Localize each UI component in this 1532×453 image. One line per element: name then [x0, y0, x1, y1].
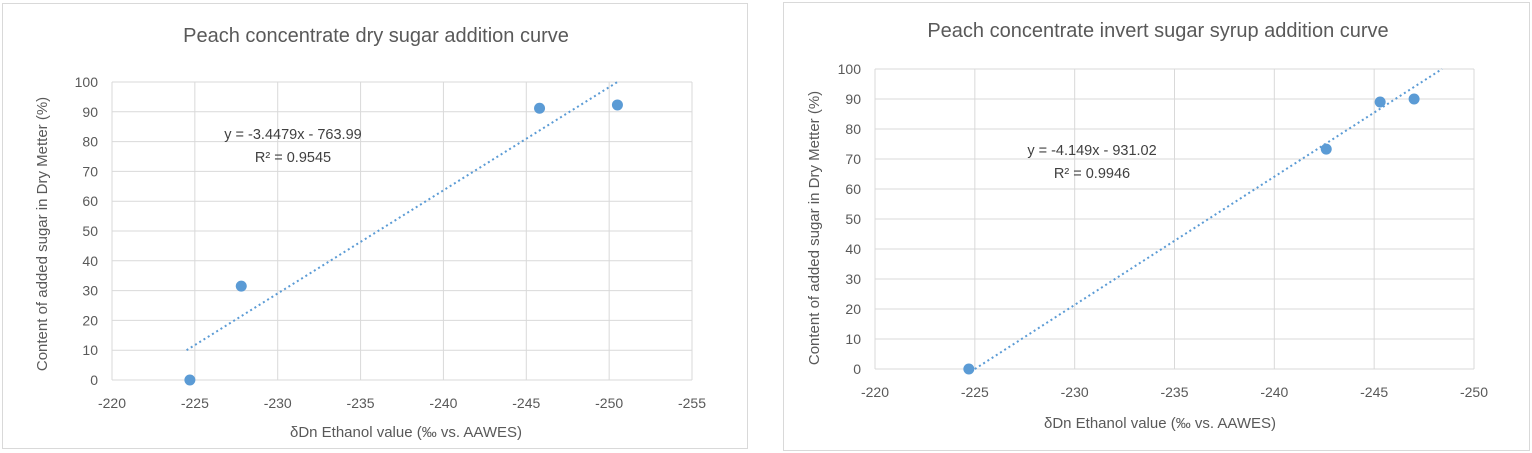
x-tick-label: -250 — [1460, 384, 1488, 400]
x-tick-label: -220 — [861, 384, 889, 400]
x-tick-label: -250 — [595, 395, 623, 411]
y-tick-label: 20 — [845, 301, 861, 317]
y-tick-label: 70 — [82, 163, 98, 179]
data-point — [1408, 93, 1420, 105]
x-tick-labels: -220 -225 -230 -235 -240 -245 -250 -255 — [98, 395, 706, 411]
y-tick-label: 20 — [82, 312, 98, 328]
gridlines — [874, 68, 1475, 370]
y-axis-label: Content of added sugar in Dry Metter (%) — [806, 91, 823, 365]
chart-panel-invert-syrup: Peach concentrate invert sugar syrup add… — [783, 2, 1530, 451]
trendline-equation: y = -4.149x - 931.02 — [1027, 143, 1156, 159]
chart-invert-syrup: Peach concentrate invert sugar syrup add… — [806, 20, 1488, 432]
chart-title: Peach concentrate dry sugar addition cur… — [183, 25, 569, 47]
data-point — [611, 99, 623, 111]
x-tick-label: -230 — [1061, 384, 1089, 400]
data-point — [1320, 143, 1332, 155]
y-tick-label: 0 — [90, 372, 98, 388]
x-axis-label: δDn Ethanol value (‰ vs. AAWES) — [290, 424, 522, 441]
chart-dry-sugar: Peach concentrate dry sugar addition cur… — [34, 25, 706, 441]
gridlines — [111, 81, 693, 381]
y-tick-label: 10 — [845, 331, 861, 347]
x-tick-label: -245 — [1360, 384, 1388, 400]
x-tick-label: -225 — [181, 395, 209, 411]
x-tick-label: -245 — [512, 395, 540, 411]
y-tick-label: 50 — [82, 223, 98, 239]
y-tick-label: 80 — [82, 134, 98, 150]
y-tick-label: 30 — [82, 283, 98, 299]
data-points — [963, 93, 1420, 375]
y-tick-label: 90 — [845, 91, 861, 107]
data-points — [184, 99, 623, 386]
y-tick-label: 30 — [845, 271, 861, 287]
x-tick-label: -255 — [678, 395, 706, 411]
x-tick-labels: -220 -225 -230 -235 -240 -245 -250 — [861, 384, 1488, 400]
trendline-equation: y = -3.4479x - 763.99 — [224, 127, 361, 143]
y-axis-label: Content of added sugar in Dry Metter (%) — [34, 97, 51, 371]
y-tick-labels: 0 10 20 30 40 50 60 70 80 90 100 — [838, 61, 862, 377]
x-tick-label: -225 — [961, 384, 989, 400]
y-tick-label: 60 — [845, 181, 861, 197]
y-tick-label: 50 — [845, 211, 861, 227]
y-tick-label: 100 — [75, 74, 99, 90]
x-tick-label: -230 — [264, 395, 292, 411]
trendline-r2: R² = 0.9545 — [255, 150, 331, 166]
data-point — [1374, 96, 1386, 108]
data-point — [534, 102, 546, 114]
y-tick-label: 40 — [845, 241, 861, 257]
y-tick-label: 60 — [82, 193, 98, 209]
y-tick-label: 70 — [845, 151, 861, 167]
y-tick-labels: 0 10 20 30 40 50 60 70 80 90 100 — [75, 74, 99, 388]
y-tick-label: 90 — [82, 104, 98, 120]
data-point — [963, 363, 975, 375]
x-tick-label: -235 — [347, 395, 375, 411]
trendline-layer — [186, 81, 618, 352]
x-tick-label: -240 — [1260, 384, 1288, 400]
trendline-r2: R² = 0.9946 — [1054, 166, 1130, 182]
chart-panel-dry-sugar: Peach concentrate dry sugar addition cur… — [2, 3, 748, 449]
y-tick-label: 10 — [82, 342, 98, 358]
data-point — [235, 280, 247, 292]
x-axis-label: δDn Ethanol value (‰ vs. AAWES) — [1044, 415, 1276, 432]
y-tick-label: 40 — [82, 253, 98, 269]
y-tick-label: 80 — [845, 121, 861, 137]
x-tick-label: -220 — [98, 395, 126, 411]
x-tick-label: -235 — [1160, 384, 1188, 400]
y-tick-label: 100 — [838, 61, 862, 77]
trendline — [186, 81, 618, 352]
y-tick-label: 0 — [853, 361, 861, 377]
x-tick-label: -240 — [429, 395, 457, 411]
data-point — [184, 374, 196, 386]
chart-title: Peach concentrate invert sugar syrup add… — [927, 20, 1388, 42]
